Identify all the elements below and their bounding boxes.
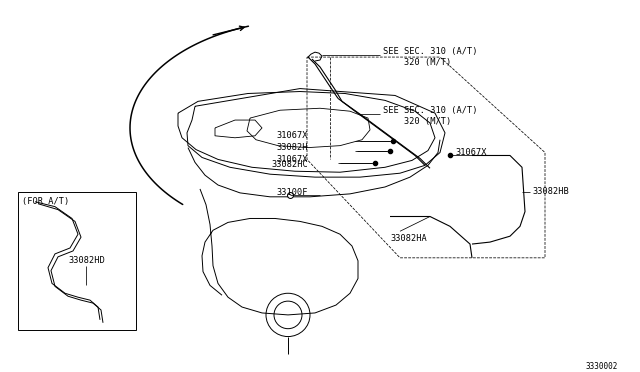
Bar bbox=[18, 192, 136, 330]
Text: 33082HC: 33082HC bbox=[271, 160, 308, 169]
Text: 3330002: 3330002 bbox=[586, 362, 618, 371]
Text: 33082HB: 33082HB bbox=[532, 187, 569, 196]
Text: SEE SEC. 310 (A/T)
    320 (M/T): SEE SEC. 310 (A/T) 320 (M/T) bbox=[383, 47, 477, 67]
Text: 31067X: 31067X bbox=[455, 148, 486, 157]
Text: SEE SEC. 310 (A/T)
    320 (M/T): SEE SEC. 310 (A/T) 320 (M/T) bbox=[383, 106, 477, 126]
Text: 33100F: 33100F bbox=[276, 188, 308, 198]
Text: 31067X: 31067X bbox=[276, 131, 308, 140]
Text: 33082HA: 33082HA bbox=[390, 234, 427, 243]
Text: 31067X: 31067X bbox=[276, 155, 308, 164]
Text: (FOR A/T): (FOR A/T) bbox=[22, 197, 69, 206]
Text: 33082HD: 33082HD bbox=[68, 256, 105, 265]
Text: 33082H: 33082H bbox=[276, 143, 308, 152]
